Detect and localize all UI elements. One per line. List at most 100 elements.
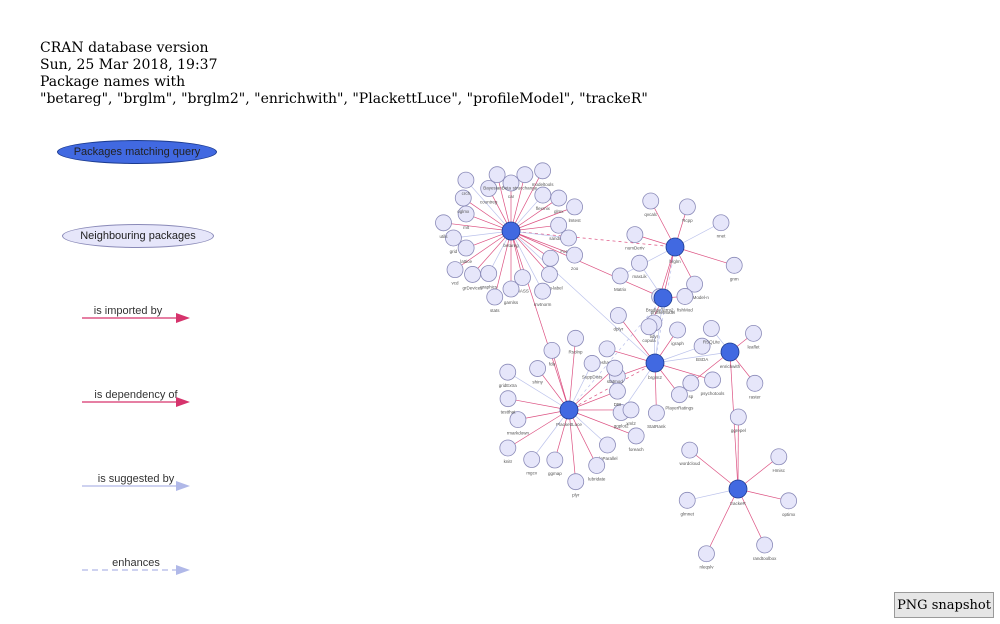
graph-node-bsda-circle[interactable] bbox=[693, 337, 711, 355]
graph-node-stats[interactable]: stats bbox=[486, 288, 504, 313]
graph-node-formula-circle[interactable] bbox=[560, 229, 577, 247]
graph-node-plyr[interactable]: plyr bbox=[567, 473, 585, 498]
graph-node-gamlss-circle[interactable] bbox=[502, 280, 520, 298]
graph-node-lmtest[interactable]: lmtest bbox=[566, 198, 583, 223]
graph-node-brglm-circle[interactable] bbox=[665, 237, 685, 257]
graph-node-glmx-circle[interactable] bbox=[550, 189, 568, 207]
graph-node-profilemodel-n[interactable]: profileModel-n bbox=[680, 275, 709, 300]
graph-node-partykit-circle[interactable] bbox=[542, 249, 559, 267]
graph-node-dplyr-circle[interactable] bbox=[609, 307, 627, 324]
graph-node-statrank-circle[interactable] bbox=[648, 404, 665, 422]
graph-node-flexmix-circle[interactable] bbox=[534, 186, 552, 204]
graph-node-playerratings[interactable]: PlayerRatings bbox=[665, 386, 694, 411]
graph-node-numderiv-circle[interactable] bbox=[626, 226, 644, 243]
graph-node-mass[interactable]: MASS bbox=[514, 269, 531, 294]
graph-node-countreg[interactable]: countreg bbox=[480, 180, 498, 204]
graph-node-statmod-circle[interactable] bbox=[606, 359, 624, 377]
graph-node-enrichwith[interactable]: enrichwith bbox=[720, 342, 741, 369]
graph-node-statrank[interactable]: StatRank bbox=[647, 404, 666, 429]
graph-node-gamlss[interactable]: gamlss bbox=[502, 280, 520, 305]
graph-node-rsolnp[interactable]: Rsolnp bbox=[567, 329, 584, 354]
graph-node-igraph-circle[interactable] bbox=[669, 321, 686, 339]
graph-node-nleqslv-circle[interactable] bbox=[698, 545, 715, 563]
graph-node-glmx[interactable]: glmx bbox=[550, 189, 568, 214]
graph-node-rmarkdown-circle[interactable] bbox=[509, 411, 527, 429]
graph-node-ggrepel-circle[interactable] bbox=[729, 408, 747, 426]
graph-node-suppdists-circle[interactable] bbox=[583, 355, 601, 372]
graph-node-profilemodel-n-circle[interactable] bbox=[686, 275, 703, 293]
graph-node-mgcv-circle[interactable] bbox=[523, 451, 541, 468]
graph-node-nnet[interactable]: nnet bbox=[712, 214, 730, 239]
graph-node-tracker[interactable]: trackeR bbox=[728, 479, 748, 506]
graph-node-randtoolbox-circle[interactable] bbox=[756, 536, 774, 554]
graph-node-suppdists[interactable]: SuppDists bbox=[582, 355, 603, 379]
graph-node-rsqlite-circle[interactable] bbox=[702, 320, 720, 337]
graph-node-fishmod-circle[interactable] bbox=[676, 288, 694, 305]
graph-node-mlt[interactable]: mlt bbox=[457, 205, 475, 230]
graph-node-sandwich[interactable]: sandwich bbox=[549, 216, 569, 241]
graph-node-ggrepel[interactable]: ggrepel bbox=[729, 408, 747, 433]
graph-node-gnm[interactable]: gnm bbox=[725, 256, 743, 281]
graph-node-ggmap-circle[interactable] bbox=[546, 451, 564, 469]
graph-node-ggmap[interactable]: ggmap bbox=[546, 451, 564, 476]
graph-node-strucchange-circle[interactable] bbox=[516, 166, 534, 184]
graph-node-rsolnp-circle[interactable] bbox=[567, 329, 584, 347]
graph-node-psychotools[interactable]: psychotools bbox=[701, 371, 726, 396]
graph-node-reshape2-circle[interactable] bbox=[598, 340, 616, 358]
graph-node-shiny[interactable]: shiny bbox=[529, 360, 547, 385]
graph-node-grid[interactable]: grid bbox=[445, 229, 462, 254]
graph-node-bayesianbeta[interactable]: BayesianBeta bbox=[483, 166, 511, 191]
graph-node-grid-circle[interactable] bbox=[445, 229, 462, 247]
graph-node-sandwich-circle[interactable] bbox=[550, 216, 568, 234]
graph-node-lattice[interactable]: lattice bbox=[457, 239, 475, 264]
graph-node-qvcalc-circle[interactable] bbox=[642, 192, 660, 210]
graph-node-dbi-circle[interactable] bbox=[609, 382, 626, 400]
graph-node-mlt-circle[interactable] bbox=[457, 205, 475, 223]
graph-node-wordcloud[interactable]: wordcloud bbox=[679, 441, 700, 466]
graph-node-playerratings-circle[interactable] bbox=[671, 386, 688, 404]
graph-node-testthat-circle[interactable] bbox=[499, 390, 517, 408]
graph-node-reshape2[interactable]: reshape2 bbox=[598, 340, 617, 365]
graph-node-oglmx[interactable]: oglmx bbox=[454, 189, 472, 214]
graph-node-foreach[interactable]: foreach bbox=[627, 427, 645, 452]
graph-node-mgcv[interactable]: mgcv bbox=[523, 451, 541, 476]
graph-node-rcpp[interactable]: Rcpp bbox=[679, 198, 696, 223]
graph-node-plackettluce-circle[interactable] bbox=[559, 400, 579, 420]
graph-node-countreg-circle[interactable] bbox=[480, 180, 498, 197]
graph-node-statmod[interactable]: statmod bbox=[606, 359, 624, 384]
graph-node-brglm2[interactable]: brglm2 bbox=[645, 353, 665, 380]
graph-node-hmisc[interactable]: Hmisc bbox=[770, 448, 788, 473]
graph-node-leaflet-circle[interactable] bbox=[745, 324, 762, 342]
graph-node-nnet-circle[interactable] bbox=[712, 214, 730, 232]
graph-node-plackettluce[interactable]: PlackettLuce bbox=[556, 400, 582, 427]
graph-node-rmarkdown[interactable]: rmarkdown bbox=[507, 411, 530, 436]
graph-node-strucchange[interactable]: strucchange bbox=[513, 166, 538, 191]
graph-node-betareg-circle[interactable] bbox=[501, 221, 521, 241]
graph-node-zoo[interactable]: zoo bbox=[566, 246, 583, 271]
graph-node-mvtnorm-circle[interactable] bbox=[534, 282, 552, 300]
graph-node-betareg-label-circle[interactable] bbox=[541, 266, 558, 283]
graph-node-maxlik[interactable]: maxLik bbox=[631, 254, 648, 279]
graph-node-xml2-circle[interactable] bbox=[622, 401, 640, 419]
graph-node-dplyr[interactable]: dplyr bbox=[609, 307, 627, 331]
graph-node-bsda[interactable]: BSDA bbox=[693, 337, 711, 362]
graph-node-glmnet[interactable]: glmnet bbox=[678, 491, 696, 516]
graph-node-zoo-circle[interactable] bbox=[566, 246, 583, 264]
graph-node-modeltools-circle[interactable] bbox=[534, 162, 552, 180]
graph-node-xml2[interactable]: xml2 bbox=[622, 401, 640, 426]
graph-node-tracker-circle[interactable] bbox=[728, 479, 748, 499]
graph-node-fishmod[interactable]: fishMod bbox=[676, 288, 694, 312]
graph-node-matrix-circle[interactable] bbox=[611, 267, 629, 285]
graph-node-modeltools[interactable]: modeltools bbox=[532, 162, 555, 187]
graph-node-gnm-circle[interactable] bbox=[725, 256, 743, 274]
graph-node-fda[interactable]: fda bbox=[543, 341, 561, 366]
graph-node-rcpp-circle[interactable] bbox=[679, 198, 696, 216]
graph-node-lubridate-circle[interactable] bbox=[588, 457, 606, 474]
graph-node-brglm[interactable]: brglm bbox=[665, 237, 685, 264]
graph-node-mass-circle[interactable] bbox=[514, 269, 531, 287]
graph-node-profilemodel-circle[interactable] bbox=[653, 288, 673, 308]
graph-node-profilemodel[interactable]: profileModel bbox=[651, 288, 676, 315]
graph-node-graphics[interactable]: graphics bbox=[480, 265, 498, 290]
png-snapshot-button[interactable]: PNG snapshot bbox=[894, 592, 994, 618]
graph-node-crch[interactable]: crch bbox=[457, 171, 475, 196]
